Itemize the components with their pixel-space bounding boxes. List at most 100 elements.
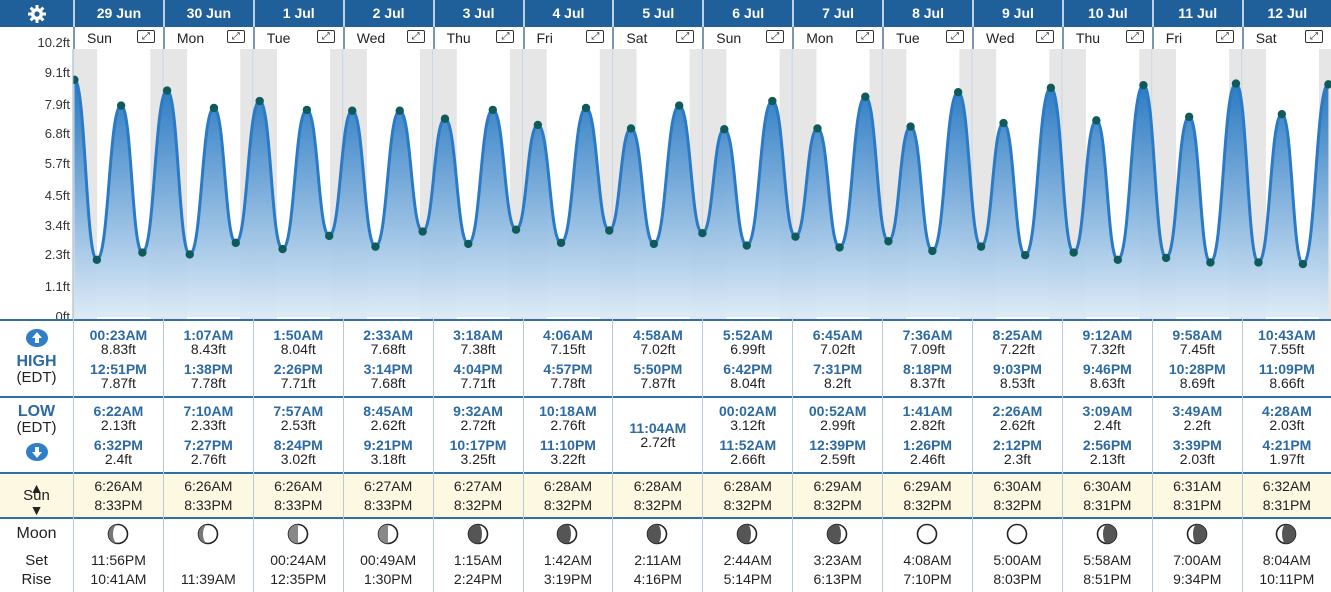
sunset-time: 8:31PM (1262, 497, 1311, 513)
tide-point (1069, 248, 1078, 257)
low-tide-height: 2.82ft (910, 417, 946, 433)
expand-icon[interactable]: ⤢ (226, 30, 245, 43)
high-tide-time: 8:25AM (992, 327, 1043, 343)
moonrise-time: 8:03PM (993, 571, 1042, 587)
expand-icon[interactable]: ⤢ (676, 30, 695, 43)
tide-point (488, 105, 497, 115)
date-label: 30 Jun (162, 0, 253, 27)
y-tick-label: 4.5ft (44, 188, 70, 204)
low-tide-height: 2.03ft (1269, 417, 1305, 433)
weekday-label: Sat (1255, 30, 1277, 46)
sunrise-time: 6:26AM (184, 478, 233, 494)
sunset-time: 8:32PM (543, 497, 593, 513)
tide-point (1277, 109, 1287, 119)
low-tide-height: 2.53ft (280, 417, 316, 433)
moonset-time: 00:49AM (360, 552, 417, 568)
moon-phase-icon (916, 523, 938, 545)
low-tide-height: 3.25ft (460, 451, 496, 467)
expand-icon[interactable]: ⤢ (1304, 30, 1323, 43)
gear-icon[interactable] (0, 0, 73, 27)
low-tide-time: 3:49AM (1172, 403, 1223, 419)
day-header: Sun ⤢ (73, 27, 163, 49)
high-tide-time: 6:42PM (723, 361, 773, 377)
moon-phase-icon (1006, 523, 1028, 545)
high-tide-height: 8.63ft (1089, 375, 1125, 391)
weekday-label: Sun (716, 30, 742, 46)
day-header: Mon ⤢ (162, 27, 253, 49)
moonrise-time: 6:13PM (813, 571, 862, 587)
expand-icon[interactable]: ⤢ (1215, 30, 1234, 43)
sunrise-time: 6:27AM (364, 478, 413, 494)
tide-point (674, 101, 684, 110)
expand-icon[interactable]: ⤢ (136, 30, 155, 43)
tide-point (464, 239, 473, 249)
low-tide-time: 4:21PM (1262, 437, 1312, 453)
high-tide-time: 8:18PM (903, 361, 953, 377)
tide-point (581, 103, 591, 113)
date-label: 12 Jul (1241, 0, 1331, 27)
tide-chart: 0ft 1.1ft 2.3ft 3.4ft 4.5ft 5.7ft 6.8ft 7.9ft 9.… (0, 35, 1331, 324)
sunset-time: 8:32PM (813, 497, 862, 513)
y-tick-label: 3.4ft (44, 217, 70, 233)
high-tide-time: 11:09PM (1258, 361, 1315, 377)
moonrise-time: 9:34PM (1173, 571, 1222, 587)
y-tick-label: 9.1ft (44, 64, 70, 80)
low-tide-time: 7:27PM (183, 437, 233, 453)
low-tide-height: 3.02ft (280, 451, 316, 467)
high-tide-height: 7.71ft (280, 375, 316, 391)
tide-point (976, 242, 986, 251)
high-tide-height: 8.83ft (100, 341, 136, 357)
sunset-time: 8:32PM (903, 497, 952, 513)
expand-icon[interactable]: ⤢ (1035, 30, 1054, 43)
tide-point (1113, 255, 1123, 264)
low-label: LOW (17, 403, 56, 420)
tide-point (533, 120, 543, 130)
date-label: 3 Jul (432, 0, 523, 27)
weekday-label: Tue (266, 30, 291, 46)
expand-icon[interactable]: ⤢ (316, 30, 335, 43)
tide-point (1324, 80, 1331, 89)
expand-icon[interactable]: ⤢ (496, 30, 515, 43)
expand-icon[interactable]: ⤢ (766, 30, 785, 43)
tide-point (92, 255, 102, 264)
moon-phase-icon (197, 523, 219, 545)
high-tide-time: 12:51PM (90, 361, 147, 377)
high-tide-height: 7.02ft (820, 341, 856, 357)
expand-icon[interactable]: ⤢ (406, 30, 425, 43)
tide-line (72, 78, 1330, 266)
weekday-label: Fri (1165, 30, 1183, 46)
tide-point (1254, 258, 1263, 267)
day-header: Sun ⤢ (702, 27, 793, 49)
moonrise-time: 5:14PM (723, 571, 772, 587)
expand-icon[interactable]: ⤢ (586, 30, 605, 43)
day-column: 6:45AM 7.02ft 7:31PM 8.2ft 00:52AM 2.99ft 12:3… (792, 319, 882, 592)
high-tide-height: 7.32ft (1089, 341, 1125, 357)
tide-point (185, 250, 194, 259)
expand-icon[interactable]: ⤢ (1125, 30, 1144, 43)
high-tide-time: 7:36AM (902, 327, 953, 343)
moonset-time: 11:56PM (90, 552, 146, 568)
high-tide-height: 8.66ft (1269, 375, 1305, 391)
tide-point (1184, 112, 1194, 122)
low-tide-height: 2.3ft (1003, 451, 1032, 467)
low-tide-height: 2.2ft (1183, 417, 1211, 433)
high-tide-height: 7.71ft (460, 375, 496, 391)
tide-tables: HIGH (EDT) LOW (EDT) (0, 319, 1331, 592)
sunset-time: 8:33PM (94, 497, 143, 513)
arrow-down-icon (26, 443, 48, 461)
high-tide-time: 9:58AM (1172, 327, 1223, 343)
day-column: 5:52AM 6.99ft 6:42PM 8.04ft 00:02AM 3.12ft 11:… (702, 319, 792, 592)
low-tide-time: 2:56PM (1082, 437, 1132, 453)
low-edt-label: (EDT) (16, 419, 57, 436)
sun-up-icon: ▲ (29, 480, 44, 496)
high-tide-time: 5:52AM (722, 327, 773, 343)
expand-icon[interactable]: ⤢ (856, 30, 875, 43)
high-tide-time: 9:46PM (1082, 361, 1132, 377)
tide-point (999, 118, 1008, 128)
low-tide-height: 2.03ft (1179, 451, 1215, 467)
low-tide-time: 9:32AM (453, 403, 503, 419)
sunrise-time: 6:27AM (453, 478, 503, 494)
expand-icon[interactable]: ⤢ (945, 30, 964, 43)
high-tide-height: 7.02ft (640, 341, 676, 357)
high-tide-time: 1:38PM (183, 361, 233, 377)
